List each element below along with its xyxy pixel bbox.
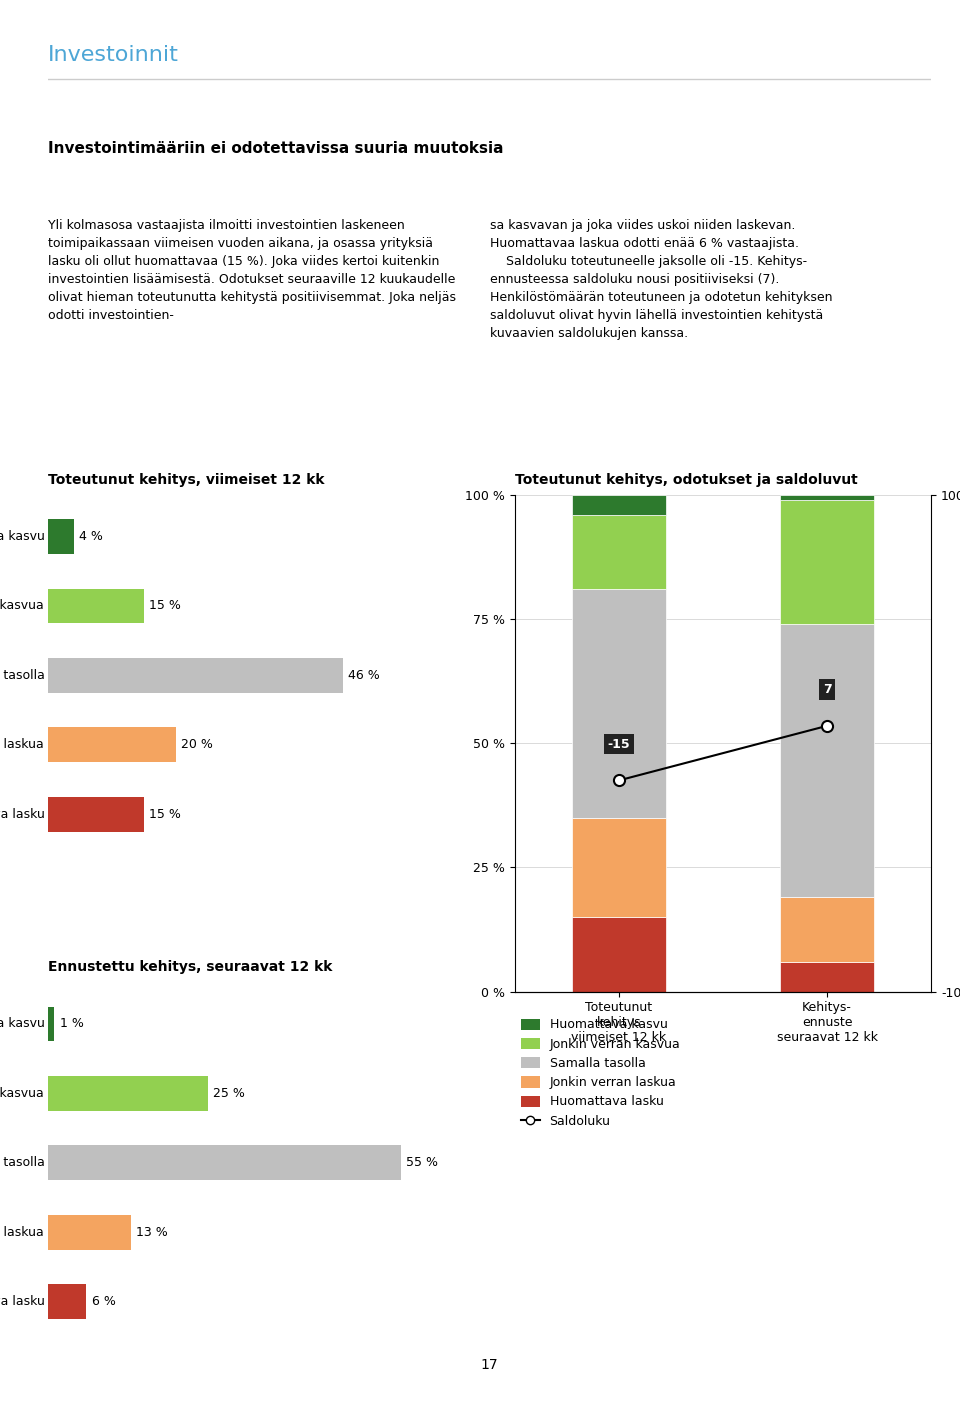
- Text: 13 %: 13 %: [136, 1226, 168, 1239]
- Bar: [48, 588, 144, 624]
- Text: Toteutunut kehitys, odotukset ja saldoluvut: Toteutunut kehitys, odotukset ja saldolu…: [515, 472, 857, 486]
- Bar: [572, 817, 665, 918]
- Bar: [572, 918, 665, 991]
- Bar: [48, 519, 74, 554]
- Text: 55 %: 55 %: [406, 1157, 438, 1169]
- Bar: [48, 1284, 86, 1319]
- Text: 15 %: 15 %: [149, 807, 181, 820]
- Bar: [48, 797, 144, 831]
- Text: Huomattava lasku: Huomattava lasku: [0, 1295, 45, 1308]
- Text: Jonkin verran kasvua: Jonkin verran kasvua: [0, 1087, 45, 1100]
- Text: Huomattava lasku: Huomattava lasku: [0, 807, 45, 820]
- Bar: [48, 1215, 132, 1250]
- Bar: [780, 501, 874, 624]
- Text: 25 %: 25 %: [213, 1087, 245, 1100]
- Bar: [48, 1007, 55, 1041]
- Text: 17: 17: [481, 1357, 498, 1372]
- Text: Jonkin verran kasvua: Jonkin verran kasvua: [0, 600, 45, 612]
- Text: Investointimääriin ei odotettavissa suuria muutoksia: Investointimääriin ei odotettavissa suur…: [48, 141, 503, 157]
- Text: Ennustettu kehitys, seuraavat 12 kk: Ennustettu kehitys, seuraavat 12 kk: [48, 960, 332, 974]
- Bar: [780, 896, 874, 962]
- Text: Yli kolmasosa vastaajista ilmoitti investointien laskeneen
toimipaikassaan viime: Yli kolmasosa vastaajista ilmoitti inves…: [48, 219, 456, 322]
- Bar: [48, 658, 343, 693]
- Text: -15: -15: [608, 738, 630, 751]
- Text: 1 %: 1 %: [60, 1018, 84, 1031]
- Text: 15 %: 15 %: [149, 600, 181, 612]
- Bar: [780, 962, 874, 991]
- Text: 20 %: 20 %: [181, 738, 213, 751]
- Text: Huomattava kasvu: Huomattava kasvu: [0, 1018, 45, 1031]
- Bar: [780, 624, 874, 896]
- Text: Toteutunut kehitys, viimeiset 12 kk: Toteutunut kehitys, viimeiset 12 kk: [48, 472, 324, 486]
- Text: Huomattava kasvu: Huomattava kasvu: [0, 530, 45, 543]
- Text: 46 %: 46 %: [348, 669, 380, 682]
- Bar: [572, 515, 665, 590]
- Text: 6 %: 6 %: [91, 1295, 115, 1308]
- Text: Jonkin verran laskua: Jonkin verran laskua: [0, 1226, 45, 1239]
- Bar: [48, 727, 177, 762]
- Text: 7: 7: [823, 683, 831, 696]
- Bar: [780, 495, 874, 501]
- Bar: [48, 1076, 208, 1111]
- Text: Samalla tasolla: Samalla tasolla: [0, 1157, 45, 1169]
- Text: Samalla tasolla: Samalla tasolla: [0, 669, 45, 682]
- Legend: Huomattava kasvu, Jonkin verran kasvua, Samalla tasolla, Jonkin verran laskua, H: Huomattava kasvu, Jonkin verran kasvua, …: [521, 1018, 681, 1128]
- Bar: [572, 590, 665, 817]
- Text: 4 %: 4 %: [79, 530, 103, 543]
- Text: sa kasvavan ja joka viides uskoi niiden laskevan.
Huomattavaa laskua odotti enää: sa kasvavan ja joka viides uskoi niiden …: [490, 219, 832, 341]
- Bar: [48, 1145, 400, 1181]
- Text: Jonkin verran laskua: Jonkin verran laskua: [0, 738, 45, 751]
- Text: Investoinnit: Investoinnit: [48, 45, 179, 65]
- Bar: [572, 495, 665, 515]
